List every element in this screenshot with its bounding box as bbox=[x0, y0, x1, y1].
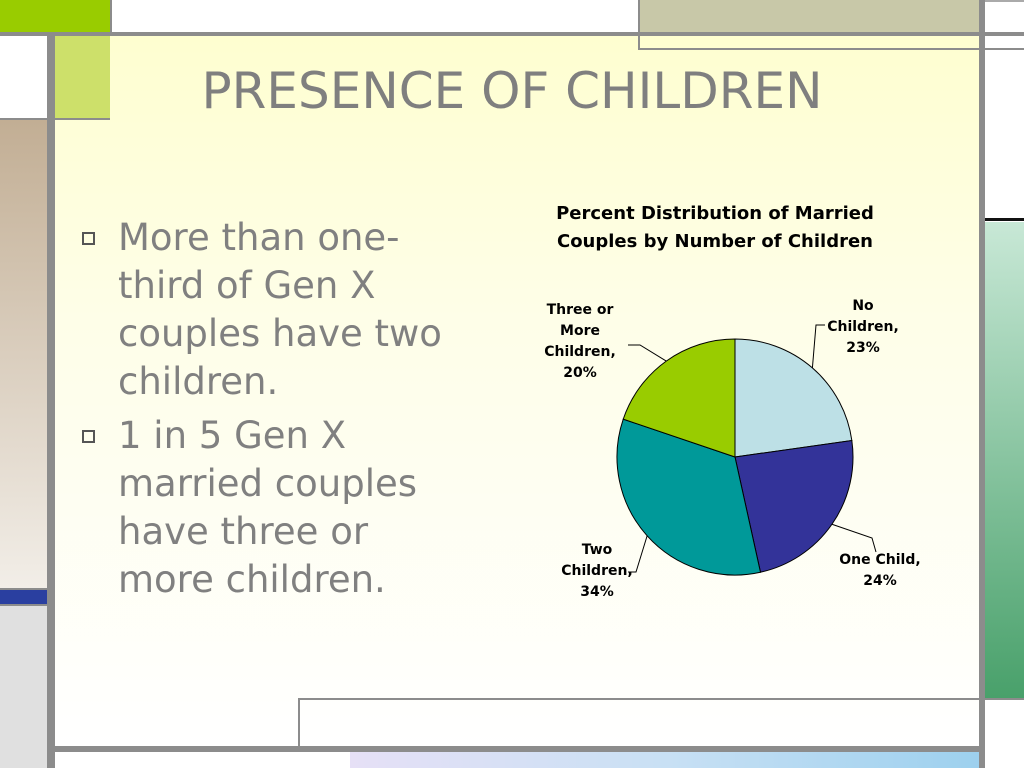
pie-slice-three-or-more-children bbox=[622, 338, 736, 458]
frame-line bbox=[979, 0, 985, 768]
pie-leader-line bbox=[811, 324, 825, 368]
pie-data-label: One Child, 24% bbox=[839, 552, 921, 589]
chart-title: Percent Distribution of Married Couples … bbox=[520, 200, 910, 256]
pie-data-label: Three or More Children, 20% bbox=[544, 302, 616, 381]
square-bullet-icon bbox=[82, 430, 95, 443]
frame-line bbox=[47, 746, 985, 752]
frame-line bbox=[298, 698, 1024, 700]
deco-lightgray-strip bbox=[0, 604, 47, 768]
pie-slice-two-children bbox=[616, 418, 762, 576]
bullet-item: 1 in 5 Gen X married couples have three … bbox=[78, 412, 458, 604]
frame-line bbox=[985, 218, 1024, 221]
frame-line bbox=[298, 698, 300, 752]
slide-title: PRESENCE OF CHILDREN bbox=[201, 62, 823, 120]
square-bullet-icon bbox=[82, 232, 95, 245]
pie-slice-no-children bbox=[734, 338, 853, 458]
deco-green-strip-right bbox=[985, 222, 1024, 700]
frame-line bbox=[985, 0, 1024, 2]
frame-line bbox=[0, 118, 55, 120]
pie-data-label: Two Children, 34% bbox=[561, 542, 633, 600]
deco-lavender-strip bbox=[350, 752, 985, 768]
pie-leader-line bbox=[628, 344, 667, 362]
frame-line bbox=[638, 0, 640, 50]
frame-line bbox=[55, 118, 110, 120]
deco-khaki-block bbox=[640, 0, 980, 32]
frame-line bbox=[0, 588, 47, 590]
frame-line bbox=[110, 0, 112, 36]
deco-blue-strip bbox=[0, 590, 47, 604]
bullet-list: More than one-third of Gen X couples hav… bbox=[78, 214, 458, 610]
pie-leader-line bbox=[831, 523, 877, 553]
deco-green-block-top bbox=[0, 0, 110, 32]
pie-leader-line bbox=[628, 535, 648, 573]
frame-line bbox=[47, 32, 55, 768]
frame-line bbox=[0, 604, 47, 606]
frame-line bbox=[638, 48, 1024, 50]
pie-data-label: No Children, 23% bbox=[827, 298, 899, 356]
deco-green-block-title bbox=[55, 36, 110, 120]
bullet-item: More than one-third of Gen X couples hav… bbox=[78, 214, 458, 406]
bullet-text: 1 in 5 Gen X married couples have three … bbox=[118, 414, 418, 601]
frame-line bbox=[0, 32, 1024, 36]
chart-title-line: Couples by Number of Children bbox=[556, 231, 873, 252]
bullet-text: More than one-third of Gen X couples hav… bbox=[118, 216, 442, 403]
deco-tan-strip bbox=[0, 120, 47, 590]
chart-title-line: Percent Distribution of Married bbox=[556, 203, 874, 224]
